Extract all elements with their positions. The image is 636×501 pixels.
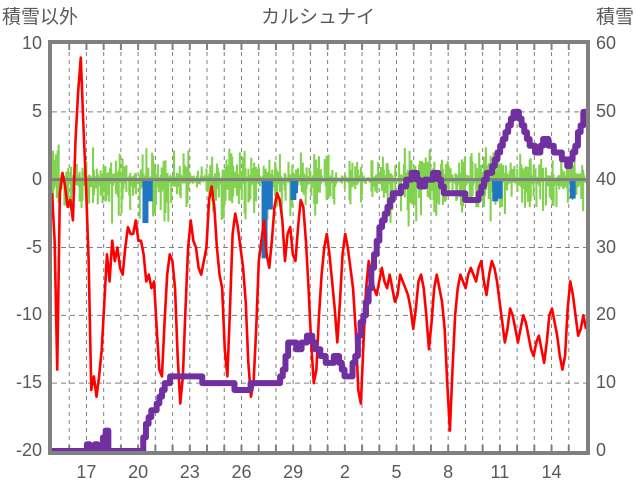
left-axis-title: 積雪以外 (2, 7, 79, 28)
y-tick-right: 20 (596, 304, 617, 325)
y-tick-left: 0 (31, 168, 42, 189)
y-tick-left: -5 (25, 236, 42, 257)
x-tick: 11 (490, 462, 510, 482)
y-tick-left: -20 (15, 440, 42, 460)
page-title: カルシュナイ (260, 7, 375, 28)
right-axis-title: 積雪 (595, 7, 634, 28)
x-tick: 26 (231, 462, 252, 482)
snowfall-series (142, 179, 576, 259)
y-tick-right: 50 (596, 100, 617, 121)
y-tick-left: 5 (31, 100, 42, 121)
plot-area (48, 40, 590, 455)
y-tick-right: 0 (596, 440, 607, 460)
temperature-series (52, 56, 586, 432)
y-tick-right: 10 (596, 372, 617, 393)
y-tick-left: 10 (21, 33, 42, 53)
plot-inner (52, 44, 586, 451)
x-tick: 17 (76, 462, 97, 482)
y-tick-right: 60 (596, 33, 617, 53)
x-tick: 14 (541, 462, 562, 482)
y-tick-right: 30 (596, 236, 617, 257)
x-tick: 20 (128, 462, 149, 482)
x-tick: 29 (283, 462, 304, 482)
x-tick: 23 (179, 462, 200, 482)
y-tick-left: -15 (15, 372, 42, 393)
y-tick-right: 40 (596, 168, 617, 189)
x-tick: 5 (391, 462, 402, 482)
y-tick-left: -10 (15, 304, 42, 325)
x-tick: 8 (443, 462, 454, 482)
snow-depth-series (52, 108, 586, 451)
zero-line (52, 178, 586, 182)
x-tick: 2 (339, 462, 350, 482)
